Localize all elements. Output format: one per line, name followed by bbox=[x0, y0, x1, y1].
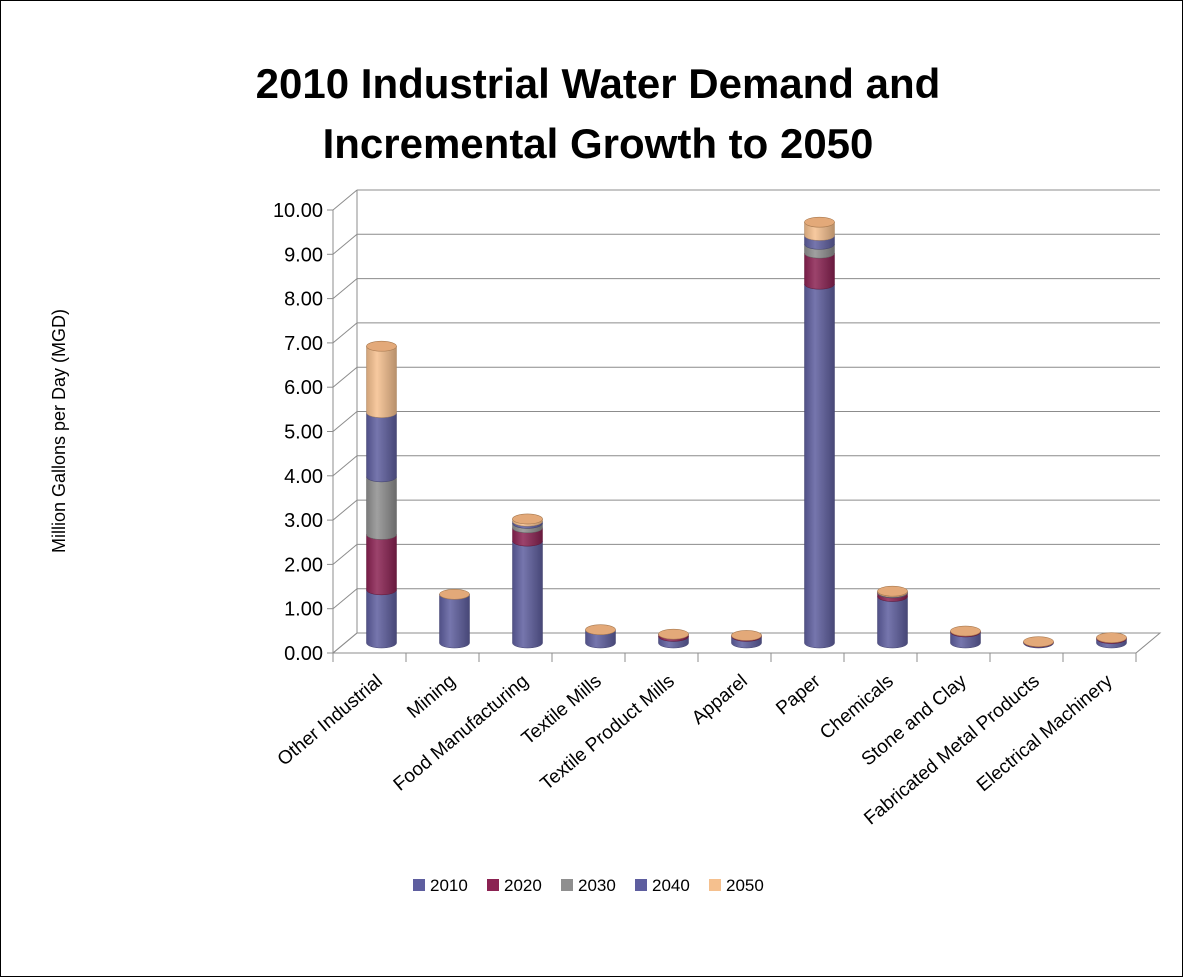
bar-segment bbox=[366, 589, 397, 649]
legend-label: 2010 bbox=[430, 876, 468, 895]
bar-cap bbox=[731, 630, 762, 641]
wall-gridline bbox=[332, 366, 358, 388]
chart-title-line-1: 2010 Industrial Water Demand and bbox=[256, 60, 941, 107]
chart-title: 2010 Industrial Water Demand and Increme… bbox=[256, 60, 941, 167]
wall-gridline bbox=[332, 278, 358, 299]
gridlines bbox=[332, 189, 1160, 654]
x-tick-label: Electrical Machinery bbox=[973, 670, 1117, 796]
wall-gridline bbox=[332, 455, 358, 477]
bar-stack bbox=[585, 624, 616, 649]
legend-label: 2030 bbox=[578, 876, 616, 895]
y-tick-label: 3.00 bbox=[284, 510, 323, 532]
y-axis-label: Million Gallons per Day (MGD) bbox=[49, 309, 69, 553]
x-tick-label: Paper bbox=[772, 670, 825, 719]
legend-label: 2020 bbox=[504, 876, 542, 895]
bars bbox=[366, 216, 1127, 649]
bar-stack bbox=[731, 630, 762, 649]
y-tick-label: 2.00 bbox=[284, 554, 323, 576]
legend-label: 2050 bbox=[726, 876, 764, 895]
bar-segment bbox=[366, 534, 397, 596]
y-tick-label: 7.00 bbox=[284, 333, 323, 355]
legend-label: 2040 bbox=[652, 876, 690, 895]
bar-cap bbox=[439, 588, 470, 600]
bar-cap bbox=[1023, 636, 1054, 647]
bar-cap bbox=[950, 625, 981, 637]
wall-gridline bbox=[332, 544, 358, 565]
bar-stack bbox=[512, 513, 543, 649]
y-tick-label: 1.00 bbox=[284, 599, 323, 621]
bar-cap bbox=[512, 513, 543, 525]
bar-segment bbox=[366, 346, 397, 418]
chart-floor bbox=[331, 632, 1162, 654]
legend-swatch bbox=[413, 879, 425, 891]
legend-swatch bbox=[635, 879, 647, 891]
bar-stack bbox=[1023, 636, 1054, 649]
bar-cap bbox=[585, 624, 616, 636]
axes bbox=[327, 190, 1162, 662]
legend-swatch bbox=[709, 879, 721, 891]
wall-gridline bbox=[332, 322, 358, 344]
y-tick-label: 8.00 bbox=[284, 289, 323, 311]
bar-stack bbox=[1096, 632, 1127, 649]
bar-segment bbox=[877, 596, 908, 649]
bar-stack bbox=[804, 216, 835, 649]
bar-cap bbox=[1096, 632, 1127, 643]
bar-stack bbox=[439, 588, 470, 649]
bar-stack bbox=[366, 340, 397, 649]
wall-gridline bbox=[332, 411, 358, 432]
x-tick-label: Other Industrial bbox=[274, 671, 387, 771]
legend-swatch bbox=[487, 879, 499, 891]
x-tick-label: Apparel bbox=[688, 671, 752, 729]
bar-cap bbox=[877, 585, 908, 597]
bar-segment bbox=[512, 541, 543, 649]
y-tick-label: 6.00 bbox=[284, 377, 323, 399]
bar-segment bbox=[366, 412, 397, 483]
y-tick-label: 9.00 bbox=[284, 244, 323, 266]
wall-gridline bbox=[332, 189, 358, 211]
bar-stack bbox=[877, 585, 908, 649]
bar-segment bbox=[366, 476, 397, 540]
bar-segment bbox=[804, 284, 835, 649]
bar-segment bbox=[804, 253, 835, 290]
bar-stack bbox=[950, 625, 981, 649]
x-tick-label: Mining bbox=[403, 671, 459, 723]
legend: 2010 2020 2030 2040 2050 bbox=[413, 876, 764, 895]
bar-stack bbox=[658, 628, 689, 649]
y-tick-label: 10.00 bbox=[273, 200, 323, 222]
wall-gridline bbox=[332, 233, 358, 255]
x-tick-label: Textile Product Mills bbox=[537, 671, 679, 795]
bar-cap bbox=[658, 628, 689, 640]
y-tick-label: 0.00 bbox=[284, 643, 323, 665]
y-tick-label: 5.00 bbox=[284, 422, 323, 444]
x-tick-label: Food Manufacturing bbox=[390, 671, 533, 796]
bar-cap bbox=[366, 340, 397, 352]
legend-swatch bbox=[561, 879, 573, 891]
y-tick-labels: 0.00 1.00 2.00 3.00 4.00 5.00 6.00 7.00 8.00 9.00… bbox=[273, 200, 323, 665]
wall-gridline bbox=[332, 499, 358, 521]
bar-cap bbox=[804, 216, 835, 228]
y-tick-label: 4.00 bbox=[284, 466, 323, 488]
chart-title-line-2: Incremental Growth to 2050 bbox=[323, 120, 874, 167]
wall-gridline bbox=[332, 588, 358, 610]
bar-segment bbox=[439, 594, 470, 649]
